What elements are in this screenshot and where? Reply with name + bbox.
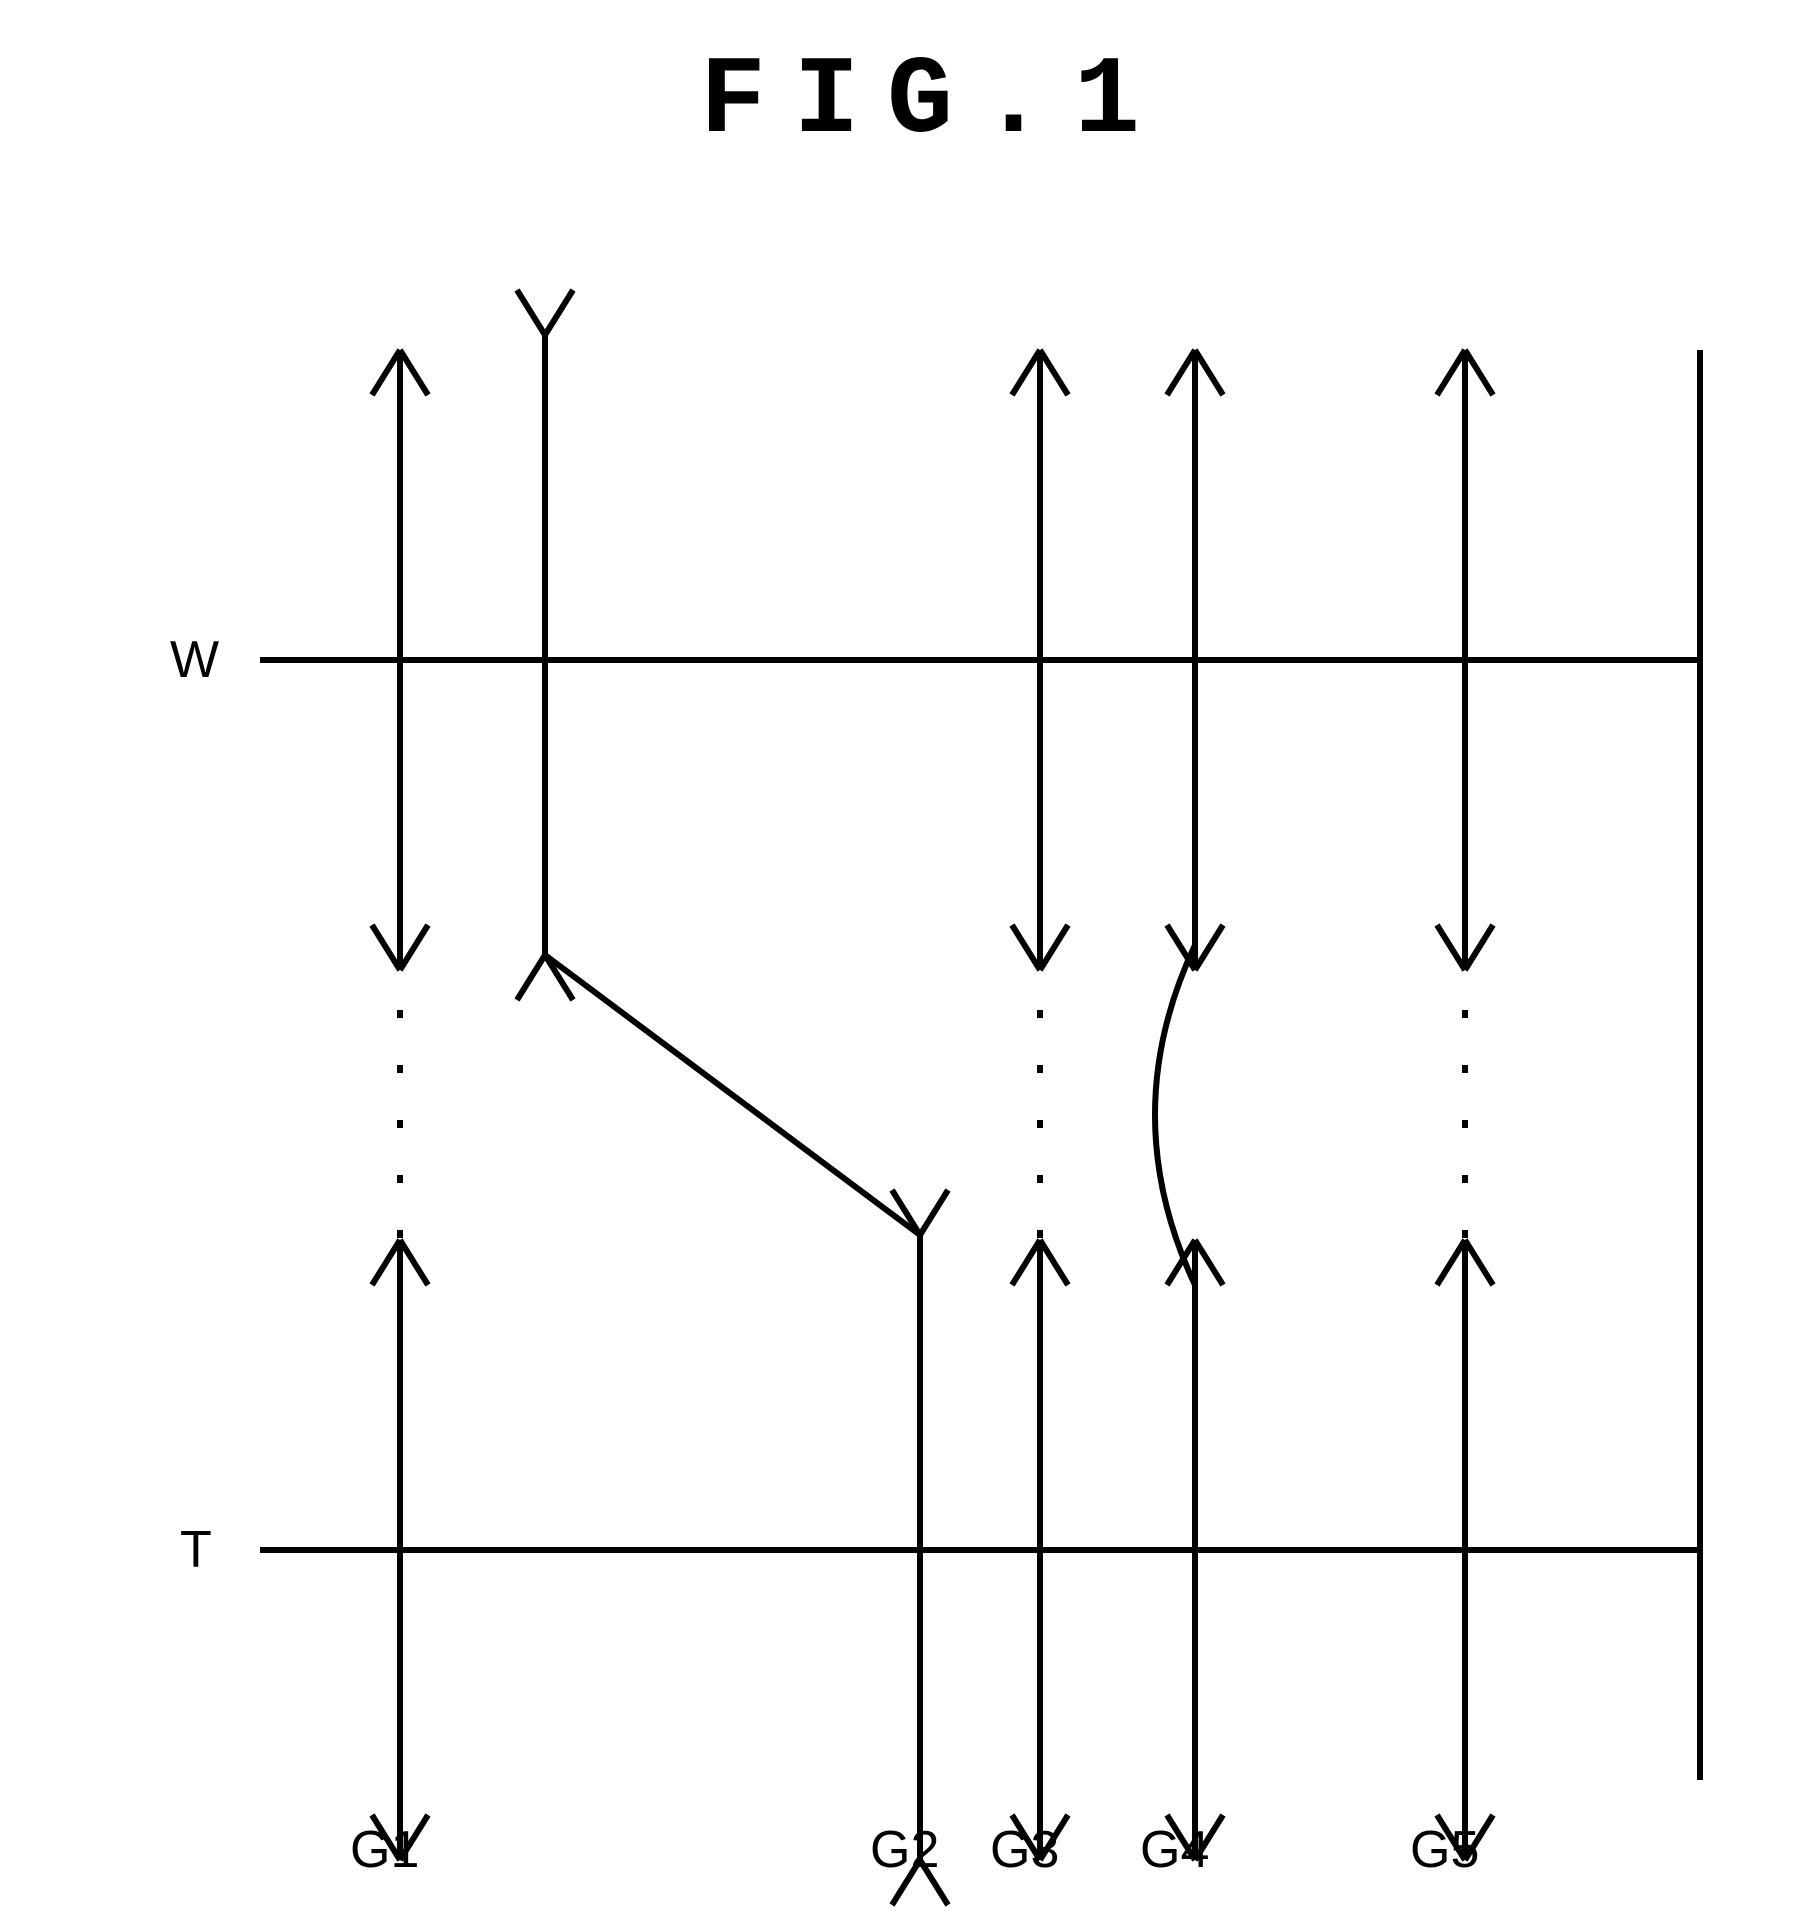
figure-stage: FIG.1 W T G1 G2 G3 G4 G5 (0, 0, 1807, 1920)
group-label-g4: G4 (1140, 1820, 1209, 1880)
axis-label-t: T (180, 1520, 212, 1580)
group-label-g3: G3 (990, 1820, 1059, 1880)
group-label-g5: G5 (1410, 1820, 1479, 1880)
group-label-g1: G1 (350, 1820, 419, 1880)
axis-label-w: W (170, 630, 219, 690)
group-label-g2: G2 (870, 1820, 939, 1880)
figure-svg (0, 0, 1807, 1920)
